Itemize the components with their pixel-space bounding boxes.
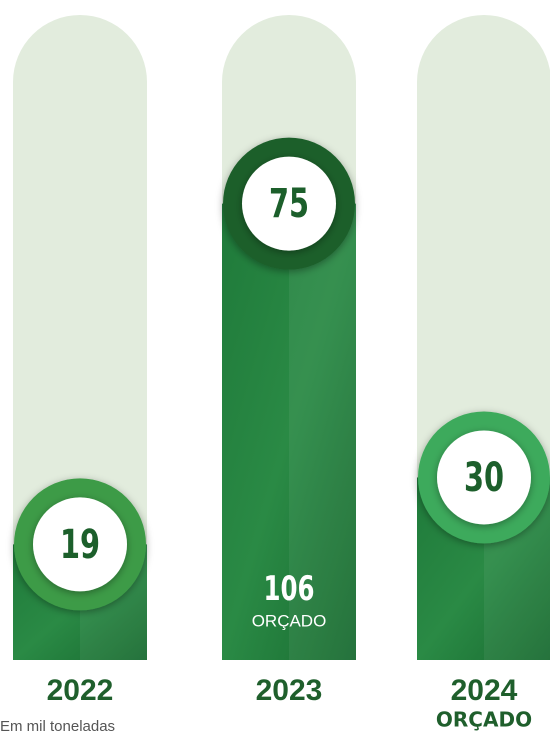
- year-label: 2022: [47, 674, 114, 707]
- value-label: 30: [464, 455, 504, 501]
- budget-value: 106: [263, 569, 314, 608]
- chart: Em mil toneladas 19 2022 75 2023 106 ORÇADO 30…: [0, 0, 550, 734]
- year-label: 2024: [451, 674, 518, 707]
- note: Em mil toneladas: [0, 718, 115, 734]
- budget-caption: ORÇADO: [252, 611, 327, 630]
- year-label: 2023: [256, 674, 323, 707]
- value-label: 75: [269, 182, 309, 228]
- value-label: 19: [60, 522, 100, 568]
- budget-tag: ORÇADO: [436, 708, 532, 732]
